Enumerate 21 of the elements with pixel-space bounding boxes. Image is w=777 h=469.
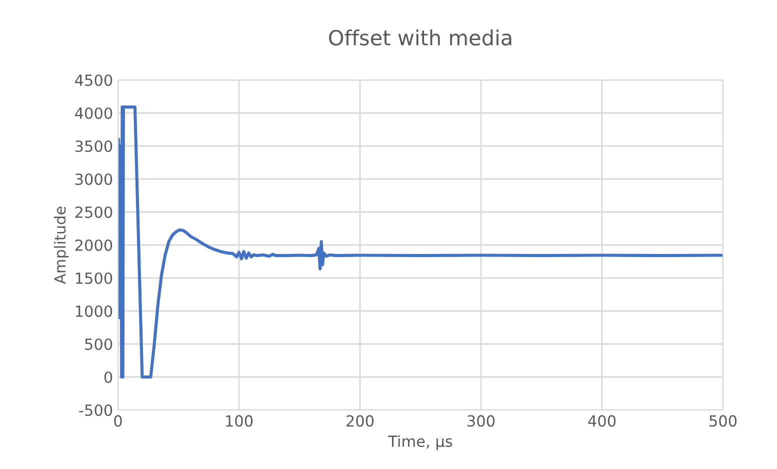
x-tick-label: 500 [710, 415, 737, 427]
x-axis-title: Time, µs [388, 435, 452, 450]
chart-title: Offset with media [329, 29, 512, 46]
y-tick-label: 4000 [75, 107, 112, 120]
y-tick-label: 3500 [75, 140, 112, 152]
y-tick-label: 500 [85, 338, 112, 350]
y-tick-label: 1000 [76, 305, 112, 318]
y-tick-label: 3000 [75, 173, 112, 186]
x-tick-label: 400 [588, 415, 616, 427]
x-tick-label: 300 [468, 415, 495, 427]
x-tick-label: 200 [346, 415, 374, 427]
y-tick-label: 4500 [75, 74, 112, 86]
x-tick-label: 0 [114, 415, 122, 427]
y-axis-title: Amplitude [54, 206, 69, 284]
y-tick-label: 0 [104, 371, 112, 384]
line-series [118, 106, 723, 379]
x-tick-label: 100 [226, 415, 253, 427]
y-tick-label: 1500 [76, 272, 112, 284]
y-tick-label: 2500 [75, 206, 112, 218]
y-tick-label: -500 [79, 404, 112, 416]
y-tick-label: 2000 [75, 239, 112, 252]
